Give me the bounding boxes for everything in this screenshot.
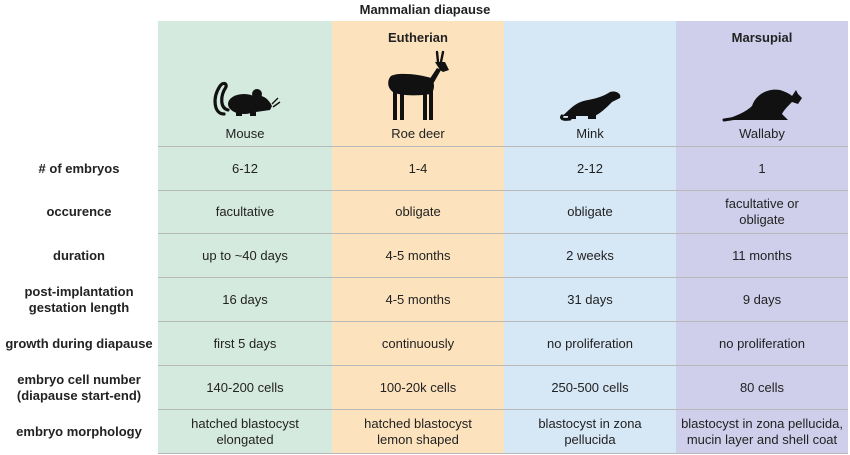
table-cell: 9 days bbox=[742, 291, 782, 307]
group-marsupial: Marsupial bbox=[731, 30, 793, 45]
animal-name-mink: Mink bbox=[576, 126, 604, 141]
table-cell: 140-200 cells bbox=[206, 379, 284, 395]
table-cell: 80 cells bbox=[739, 379, 785, 395]
table-cell: facultative bbox=[215, 204, 275, 219]
row-divider bbox=[158, 146, 848, 147]
row-label: post-implantation gestation length bbox=[24, 283, 134, 315]
table-title: Mammalian diapause bbox=[359, 2, 491, 17]
animal-name-roe-deer: Roe deer bbox=[391, 126, 445, 141]
table-cell: no proliferation bbox=[719, 335, 805, 351]
row-label: occurence bbox=[46, 204, 112, 219]
table-cell: 16 days bbox=[222, 291, 268, 307]
table-cell: no proliferation bbox=[547, 335, 633, 351]
table-cell: 4-5 months bbox=[385, 291, 451, 307]
mouse-icon bbox=[213, 81, 281, 116]
table-cell: 100-20k cells bbox=[379, 379, 457, 395]
table-cell: obligate bbox=[567, 204, 613, 219]
table-cell: 4-5 months bbox=[385, 247, 451, 263]
table-cell: 250-500 cells bbox=[551, 379, 629, 395]
table-cell: blastocyst in zona pellucida, mucin layer… bbox=[681, 415, 843, 447]
table-cell: 1-4 bbox=[408, 160, 428, 176]
row-label: embryo cell number (diapause start-end) bbox=[16, 371, 142, 403]
row-divider bbox=[158, 453, 848, 454]
animal-name-mouse: Mouse bbox=[225, 126, 265, 141]
table-cell: 2-12 bbox=[576, 160, 604, 176]
table-cell: blastocyst in zona pellucida bbox=[538, 415, 642, 447]
wallaby-column bbox=[676, 21, 848, 454]
wallaby-icon bbox=[722, 89, 802, 122]
table-cell: first 5 days bbox=[213, 335, 277, 351]
row-label: embryo morphology bbox=[16, 423, 142, 439]
row-divider bbox=[158, 321, 848, 322]
row-divider bbox=[158, 365, 848, 366]
mouse-column bbox=[158, 21, 332, 454]
table-cell: 2 weeks bbox=[566, 247, 614, 263]
row-divider bbox=[158, 190, 848, 191]
table-cell: hatched blastocyst elongated bbox=[191, 415, 299, 447]
table-cell: 31 days bbox=[567, 291, 613, 307]
mink-icon bbox=[560, 91, 621, 121]
table-cell: 1 bbox=[758, 160, 766, 176]
row-label: growth during diapause bbox=[5, 335, 153, 351]
table-cell: 6-12 bbox=[231, 160, 259, 176]
roe-deer-icon bbox=[388, 50, 449, 120]
table-cell: up to ~40 days bbox=[202, 247, 288, 263]
table-cell: hatched blastocyst lemon shaped bbox=[364, 415, 472, 447]
row-divider bbox=[158, 277, 848, 278]
row-divider bbox=[158, 409, 848, 410]
animal-name-wallaby: Wallaby bbox=[739, 126, 785, 141]
row-divider bbox=[158, 233, 848, 234]
table-cell: 11 months bbox=[732, 247, 792, 263]
table-cell: obligate bbox=[395, 204, 441, 219]
table-cell: facultative or obligate bbox=[725, 196, 799, 227]
mink-column bbox=[504, 21, 676, 454]
row-label: duration bbox=[53, 247, 105, 263]
group-eutherian: Eutherian bbox=[388, 30, 448, 45]
row-label: # of embryos bbox=[38, 160, 120, 176]
table-cell: continuously bbox=[381, 335, 455, 351]
